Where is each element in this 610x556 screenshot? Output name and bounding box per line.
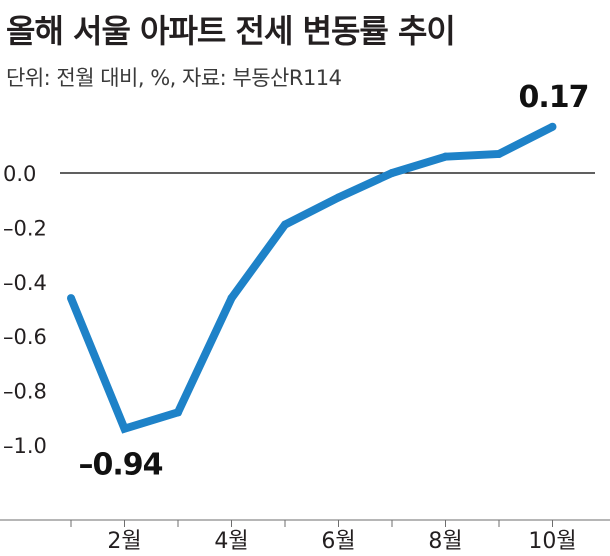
data-point	[441, 152, 450, 161]
chart-title: 올해 서울 아파트 전세 변동률 추이	[6, 12, 456, 50]
data-point	[334, 193, 343, 202]
data-label: 0.17	[519, 80, 589, 115]
x-tick-label: 6월	[321, 529, 355, 554]
y-tick-label: 0.0	[3, 162, 36, 186]
x-tick-label: 4월	[214, 529, 248, 554]
data-point	[67, 294, 75, 303]
data-point	[548, 122, 557, 131]
x-tick-label: 10월	[528, 529, 576, 554]
y-tick-label: –0.2	[3, 216, 47, 240]
data-point	[174, 408, 182, 417]
data-point	[495, 149, 503, 158]
y-tick-label: –0.8	[3, 380, 47, 404]
x-tick-label: 8월	[428, 529, 462, 554]
series-line	[67, 123, 555, 434]
data-point	[281, 220, 289, 229]
data-point	[227, 294, 236, 303]
y-tick-label: –1.0	[3, 434, 47, 458]
data-point	[388, 169, 396, 177]
chart-subtitle: 단위: 전월 대비, %, 자료: 부동산R114	[6, 66, 342, 90]
data-point	[120, 424, 129, 433]
x-tick-label: 2월	[107, 529, 141, 554]
y-tick-label: –0.4	[3, 271, 47, 295]
y-tick-label: –0.6	[3, 325, 47, 349]
data-label: –0.94	[79, 448, 163, 483]
